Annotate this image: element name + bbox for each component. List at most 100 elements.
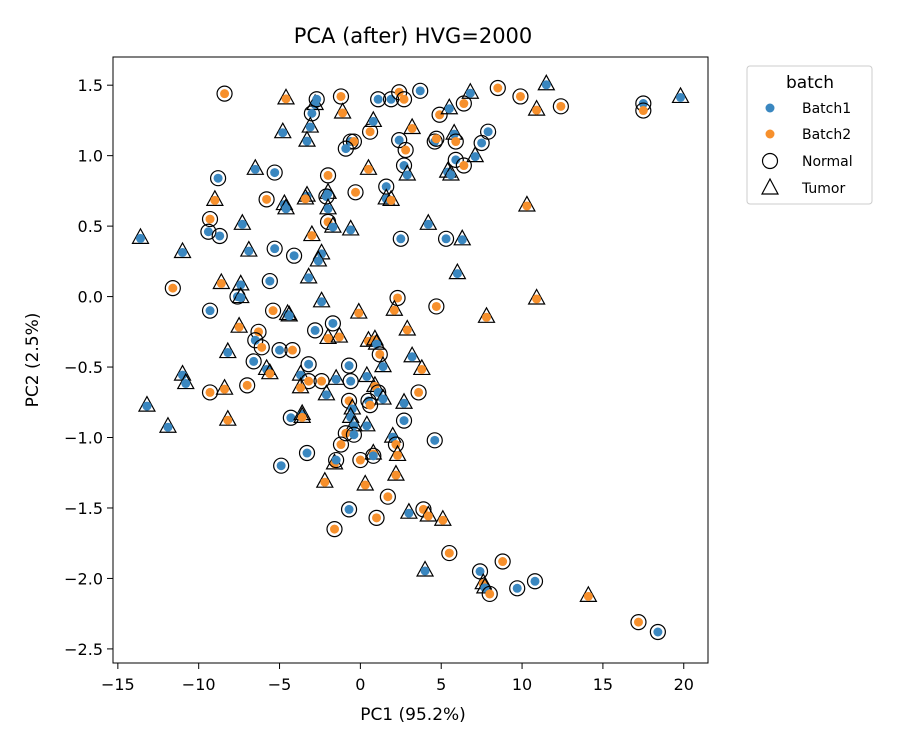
batch-dot [363, 164, 373, 174]
normal-marker [635, 102, 652, 119]
batch-dot [270, 244, 280, 254]
batch-dot [297, 412, 307, 422]
normal-marker [298, 444, 316, 462]
batch-dot [341, 428, 351, 438]
data-point [218, 409, 237, 426]
batch-dot [244, 246, 254, 256]
data-point [233, 213, 252, 230]
data-point [428, 130, 445, 147]
tumor-marker [309, 250, 328, 267]
data-point [494, 553, 511, 570]
batch-dot [532, 105, 542, 115]
data-point [303, 105, 320, 122]
normal-marker [426, 432, 443, 449]
data-point [359, 158, 378, 175]
batch-dot [281, 204, 291, 214]
batch-dot [420, 566, 430, 576]
batch-dot [281, 94, 291, 104]
data-point [205, 189, 224, 206]
batch-dot [347, 404, 357, 414]
x-tick-label: 0 [355, 675, 365, 694]
batch-dot [396, 234, 406, 244]
normal-marker [239, 377, 256, 394]
data-point [264, 302, 282, 319]
normal-marker [481, 585, 498, 603]
y-axis-label: PC2 (2.5%) [23, 313, 43, 408]
data-point [357, 415, 376, 432]
tumor-marker [382, 189, 401, 206]
tumor-marker [433, 509, 452, 526]
batch-dot [302, 448, 312, 458]
batch-dot [407, 352, 417, 362]
batch-dot [331, 374, 341, 384]
data-point [332, 436, 350, 453]
tumor-marker [475, 577, 494, 594]
tumor-marker [260, 362, 279, 380]
data-point [395, 392, 414, 409]
data-point [273, 457, 290, 474]
data-point [368, 509, 385, 526]
data-point [317, 384, 336, 401]
batch-dot [583, 591, 593, 601]
data-point [312, 291, 331, 308]
data-point [447, 133, 464, 150]
batch-dot [368, 451, 378, 461]
data-point [392, 230, 409, 247]
data-point [173, 241, 192, 259]
normal-marker [245, 353, 262, 370]
y-tick-label: −2.5 [64, 640, 103, 659]
data-point [341, 219, 360, 236]
tumor-marker [453, 229, 472, 246]
data-point [388, 444, 407, 462]
normal-marker [307, 322, 324, 339]
legend-title: batch [786, 73, 834, 93]
data-point [433, 509, 452, 526]
tumor-marker [373, 355, 393, 373]
data-point [216, 85, 233, 102]
batch-dot [446, 170, 456, 180]
tumor-marker [323, 216, 342, 233]
tumor-marker [176, 372, 195, 390]
normal-marker [300, 356, 317, 373]
tumor-marker [398, 164, 417, 181]
data-point [466, 145, 485, 163]
batch-dot [351, 187, 361, 197]
batch-dot [389, 305, 399, 315]
batch-dot [394, 135, 404, 145]
batch-dot [304, 273, 314, 283]
data-point [527, 288, 546, 305]
batch-dot [368, 116, 378, 126]
batch-dot [216, 278, 226, 288]
batch-dot [459, 99, 469, 109]
data-point [364, 110, 383, 128]
tumor-marker [386, 464, 405, 481]
batch-dot [313, 256, 323, 266]
batch-dot [341, 144, 351, 154]
data-point [201, 210, 219, 228]
batch-dot [242, 380, 252, 390]
tumor-marker [477, 306, 496, 323]
tumor-marker [359, 158, 378, 175]
data-point [382, 189, 401, 206]
data-point [398, 164, 417, 181]
legend-box [746, 65, 873, 205]
normal-marker [313, 373, 330, 390]
batch-dot [321, 390, 331, 400]
batch-dot [328, 222, 338, 232]
batch-dot [475, 566, 485, 576]
data-point [276, 88, 296, 105]
normal-marker [395, 91, 413, 108]
normal-marker [164, 280, 181, 297]
data-point [340, 357, 358, 374]
batch-dot [515, 91, 525, 101]
data-point [176, 372, 195, 390]
normal-marker [473, 134, 490, 152]
tumor-marker [412, 358, 431, 376]
normal-marker [345, 426, 363, 443]
normal-marker [332, 88, 350, 105]
data-point [473, 134, 490, 152]
data-point [448, 262, 467, 280]
batch-dot [317, 297, 327, 307]
tumor-marker [403, 117, 422, 135]
batch-dot [254, 327, 264, 337]
